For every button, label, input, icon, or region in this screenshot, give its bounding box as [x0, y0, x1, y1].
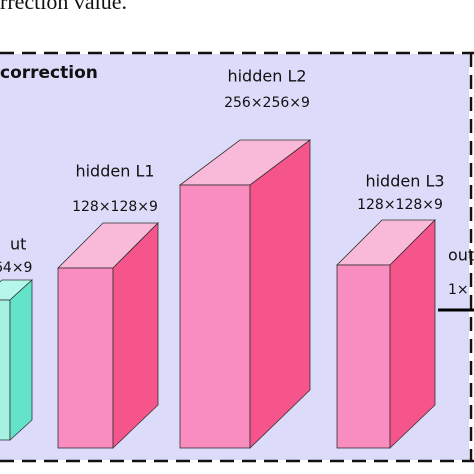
layer-size: 128×128×9: [72, 199, 158, 215]
layer-block: [336, 219, 436, 449]
input-block: [0, 279, 34, 441]
layer-size: 128×128×9: [357, 197, 443, 213]
layer-size: 256×256×9: [224, 95, 310, 111]
layer-block: [178, 139, 312, 449]
layer-block: [57, 222, 159, 449]
layer-label: out: [448, 246, 474, 265]
panel-title: correction: [0, 63, 98, 83]
layer-label: hidden L1: [75, 162, 154, 181]
caption: rrection value.: [0, 0, 127, 14]
layer-label: hidden L2: [227, 67, 306, 86]
layer-size: 64×9: [0, 260, 32, 276]
layer-label: hidden L3: [365, 172, 444, 191]
layer-label: ut: [10, 235, 26, 254]
layer-size: 1×: [448, 282, 469, 298]
